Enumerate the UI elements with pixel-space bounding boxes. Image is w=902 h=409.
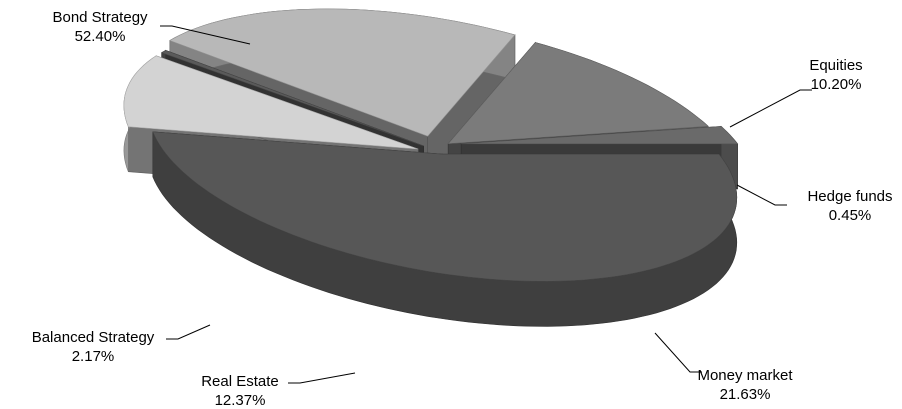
pie-slices — [123, 8, 739, 327]
slice-value-label: 2.17% — [72, 348, 115, 365]
slice-value-label: 10.20% — [811, 76, 862, 93]
slice-name-label: Equities — [809, 57, 862, 74]
leader-line — [166, 324, 211, 340]
slice-labels: Bond Strategy 52.40% Equities 10.20% Hedge f… — [32, 9, 893, 409]
slice-name-label: Money market — [697, 367, 793, 384]
slice-name-label: Hedge funds — [807, 188, 892, 205]
leader-line — [654, 332, 702, 373]
slice-top — [160, 49, 424, 147]
slice-top — [447, 42, 709, 145]
slice-value-label: 12.37% — [215, 392, 266, 409]
leader-line — [736, 184, 787, 206]
leader-line — [160, 25, 251, 45]
slice-top — [152, 131, 738, 282]
leader-line — [288, 372, 356, 384]
leader-line — [729, 89, 812, 128]
slice-name-label: Real Estate — [201, 373, 279, 390]
slice-top — [461, 126, 739, 145]
slice-name-label: Bond Strategy — [52, 9, 148, 26]
slice-name-label: Balanced Strategy — [32, 329, 155, 346]
pie-slice-bond-strategy — [152, 131, 738, 327]
leader-lines — [160, 25, 812, 384]
slice-value-label: 21.63% — [720, 386, 771, 403]
slice-top — [169, 8, 516, 137]
slice-top — [123, 55, 419, 150]
slice-value-label: 52.40% — [75, 28, 126, 45]
slice-value-label: 0.45% — [829, 207, 872, 224]
